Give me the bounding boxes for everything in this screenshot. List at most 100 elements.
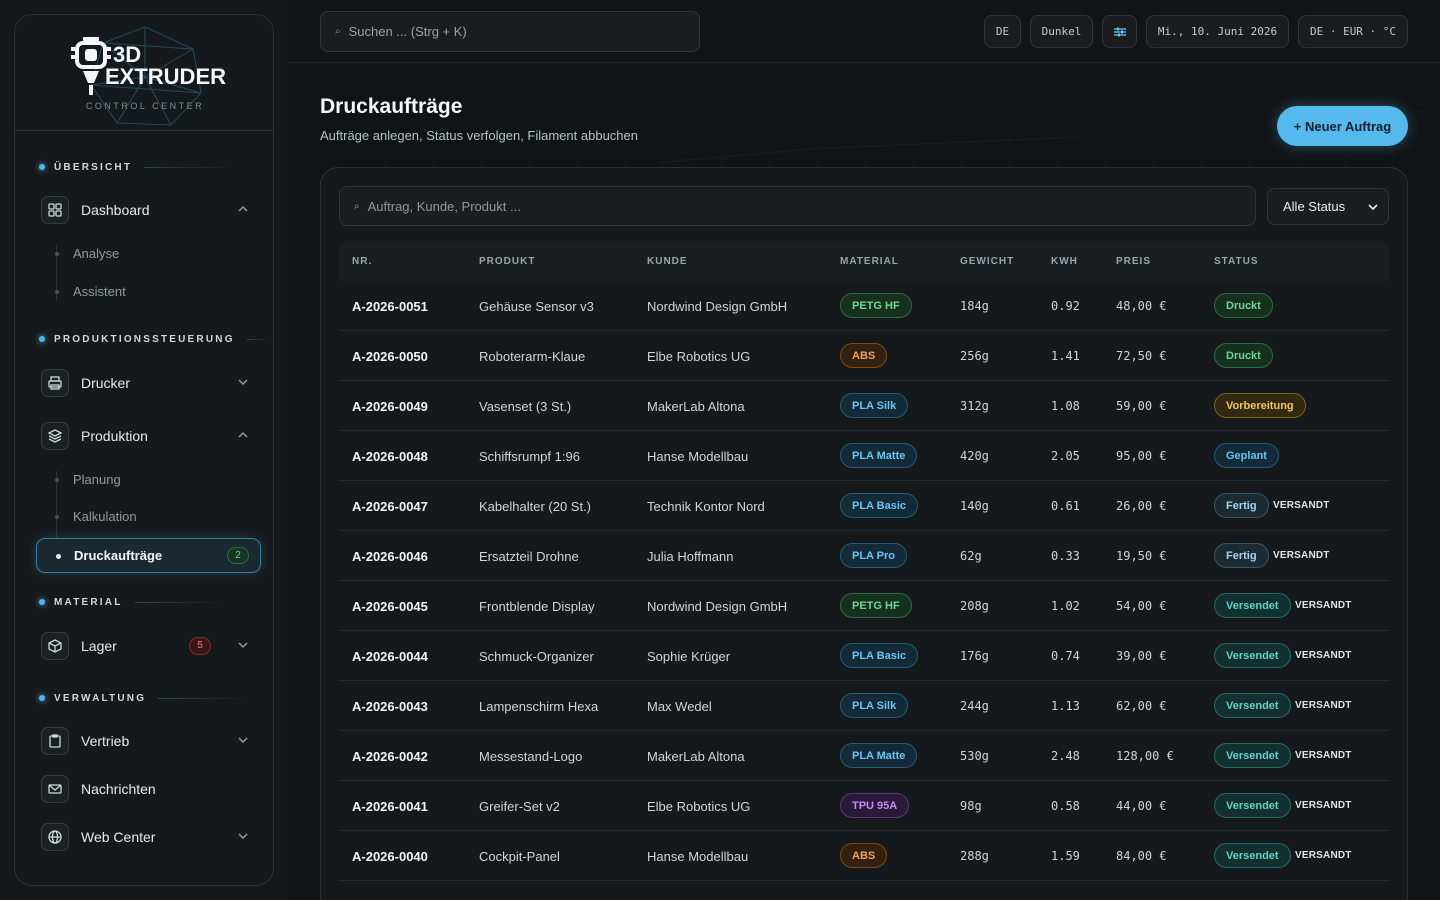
order-number[interactable]: A-2026-0044 bbox=[352, 649, 428, 664]
weight-value: 184g bbox=[960, 299, 989, 313]
material-badge: TPU 95A bbox=[840, 793, 910, 818]
status-badge[interactable]: Vorbereitung bbox=[1214, 393, 1306, 418]
sidebar-item-planung[interactable]: Planung bbox=[73, 472, 121, 487]
chevron-up-icon[interactable] bbox=[237, 429, 249, 441]
table-row[interactable]: A-2026-0044 Schmuck-Organizer Sophie Krüge… bbox=[339, 631, 1389, 681]
column-header-nr[interactable]: NR. bbox=[352, 256, 373, 267]
status-badge[interactable]: Druckt bbox=[1214, 343, 1273, 368]
order-number[interactable]: A-2026-0046 bbox=[352, 549, 428, 564]
status-badge[interactable]: Versendet bbox=[1214, 843, 1291, 868]
sidebar-item-lager[interactable]: Lager 5 bbox=[41, 630, 249, 662]
column-header-produkt[interactable]: PRODUKT bbox=[479, 256, 536, 267]
sidebar-item-nachrichten[interactable]: Nachrichten bbox=[41, 773, 249, 805]
status-badge[interactable]: Versendet bbox=[1214, 743, 1291, 768]
kwh-value: 2.05 bbox=[1051, 449, 1080, 463]
sidebar-item-vertrieb[interactable]: Vertrieb bbox=[41, 725, 249, 757]
new-order-button[interactable]: + Neuer Auftrag bbox=[1277, 106, 1408, 146]
table-row[interactable]: A-2026-0046 Ersatzteil Drohne Julia Hoffma… bbox=[339, 531, 1389, 581]
order-number[interactable]: A-2026-0040 bbox=[352, 849, 428, 864]
sidebar-item-druckauftraege[interactable]: Druckaufträge 2 bbox=[36, 538, 261, 573]
shipped-tag: VERSANDT bbox=[1295, 850, 1352, 861]
material-badge: PLA Silk bbox=[840, 393, 909, 418]
sidebar-item-kalkulation[interactable]: Kalkulation bbox=[73, 509, 137, 524]
section-dot-icon bbox=[39, 695, 45, 701]
status-filter-value: Alle Status bbox=[1283, 199, 1346, 214]
subnav-dot bbox=[55, 252, 59, 256]
status-badge[interactable]: Versendet bbox=[1214, 593, 1291, 618]
table-row[interactable]: A-2026-0047 Kabelhalter (20 St.) Technik K… bbox=[339, 481, 1389, 531]
status-filter-select[interactable]: Alle Status bbox=[1267, 188, 1389, 225]
sidebar-item-produktion[interactable]: Produktion bbox=[41, 420, 249, 452]
table-row[interactable]: A-2026-0041 Greifer-Set v2 Elbe Robotics U… bbox=[339, 781, 1389, 831]
date-display[interactable]: Mi., 10. Juni 2026 bbox=[1146, 15, 1289, 48]
column-header-gewicht[interactable]: GEWICHT bbox=[960, 256, 1015, 267]
sidebar-item-assistent[interactable]: Assistent bbox=[73, 284, 126, 299]
table-row[interactable]: A-2026-0049 Vasenset (3 St.) MakerLab Alto… bbox=[339, 381, 1389, 431]
order-number[interactable]: A-2026-0049 bbox=[352, 399, 428, 414]
customer-name: MakerLab Altona bbox=[647, 399, 745, 414]
section-divider bbox=[246, 338, 267, 340]
status-badge[interactable]: Versendet bbox=[1214, 693, 1291, 718]
logo-text-line1: 3D bbox=[113, 42, 142, 67]
table-row[interactable]: A-2026-0045 Frontblende Display Nordwind D… bbox=[339, 581, 1389, 631]
sidebar: 3D EXTRUDER CONTROL CENTER ÜBERSICHT Das… bbox=[0, 0, 288, 900]
status-badge[interactable]: Fertig bbox=[1214, 543, 1269, 568]
shipped-tag: VERSANDT bbox=[1295, 750, 1352, 761]
subnav-line bbox=[56, 245, 57, 301]
status-badge[interactable]: Fertig bbox=[1214, 493, 1269, 518]
price-value: 62,00 € bbox=[1116, 699, 1167, 713]
column-header-preis[interactable]: PREIS bbox=[1116, 256, 1152, 267]
sidebar-item-dashboard[interactable]: Dashboard bbox=[41, 194, 249, 226]
table-row[interactable]: A-2026-0050 Roboterarm-Klaue Elbe Robotics… bbox=[339, 331, 1389, 381]
weight-value: 420g bbox=[960, 449, 989, 463]
customer-name: Sophie Krüger bbox=[647, 649, 731, 664]
sidebar-item-analyse[interactable]: Analyse bbox=[73, 246, 120, 261]
locale-settings-button[interactable]: DE · EUR · °C bbox=[1298, 15, 1408, 48]
order-number[interactable]: A-2026-0042 bbox=[352, 749, 428, 764]
global-search-input[interactable]: ⌕ Suchen ... (Strg + K) bbox=[320, 11, 700, 52]
order-number[interactable]: A-2026-0047 bbox=[352, 499, 428, 514]
sidebar-item-web-center[interactable]: Web Center bbox=[41, 821, 249, 853]
product-name: Cockpit-Panel bbox=[479, 849, 560, 864]
sidebar-item-label: Dashboard bbox=[81, 202, 150, 218]
price-value: 84,00 € bbox=[1116, 849, 1167, 863]
section-label: MATERIAL bbox=[54, 596, 123, 608]
sidebar-item-drucker[interactable]: Drucker bbox=[41, 367, 249, 399]
order-number[interactable]: A-2026-0051 bbox=[352, 299, 428, 314]
column-header-kwh[interactable]: KWH bbox=[1051, 256, 1078, 267]
column-header-status[interactable]: STATUS bbox=[1214, 256, 1259, 267]
logo[interactable]: 3D EXTRUDER CONTROL CENTER bbox=[15, 15, 273, 131]
chevron-up-icon[interactable] bbox=[237, 203, 249, 215]
status-badge[interactable]: Druckt bbox=[1214, 293, 1273, 318]
chevron-down-icon[interactable] bbox=[237, 734, 249, 746]
status-badge[interactable]: Geplant bbox=[1214, 443, 1279, 468]
chevron-down-icon[interactable] bbox=[237, 639, 249, 651]
order-number[interactable]: A-2026-0050 bbox=[352, 349, 428, 364]
chevron-down-icon[interactable] bbox=[237, 830, 249, 842]
theme-button[interactable]: Dunkel bbox=[1030, 15, 1093, 48]
column-header-kunde[interactable]: KUNDE bbox=[647, 256, 688, 267]
order-number[interactable]: A-2026-0041 bbox=[352, 799, 428, 814]
kwh-value: 0.33 bbox=[1051, 549, 1080, 563]
weight-value: 244g bbox=[960, 699, 989, 713]
order-filter-input[interactable]: ⌕ Auftrag, Kunde, Produkt ... bbox=[339, 186, 1256, 226]
settings-sliders-button[interactable] bbox=[1102, 15, 1137, 48]
order-number[interactable]: A-2026-0043 bbox=[352, 699, 428, 714]
table-row[interactable]: A-2026-0051 Gehäuse Sensor v3 Nordwind Des… bbox=[339, 281, 1389, 331]
column-header-material[interactable]: MATERIAL bbox=[840, 256, 899, 267]
chevron-down-icon[interactable] bbox=[237, 376, 249, 388]
language-button[interactable]: DE bbox=[984, 15, 1021, 48]
status-badge[interactable]: Versendet bbox=[1214, 643, 1291, 668]
table-row[interactable]: A-2026-0043 Lampenschirm Hexa Max Wedel PLA… bbox=[339, 681, 1389, 731]
table-row[interactable]: A-2026-0042 Messestand-Logo MakerLab Alton… bbox=[339, 731, 1389, 781]
table-row[interactable]: A-2026-0040 Cockpit-Panel Hanse Modellbau A… bbox=[339, 831, 1389, 881]
material-badge: PLA Silk bbox=[840, 693, 909, 718]
order-number[interactable]: A-2026-0045 bbox=[352, 599, 428, 614]
material-badge: PETG HF bbox=[840, 293, 912, 318]
extruder-icon bbox=[71, 37, 111, 95]
shipped-tag: VERSANDT bbox=[1273, 550, 1330, 561]
status-badge[interactable]: Versendet bbox=[1214, 793, 1291, 818]
product-name: Schiffsrumpf 1:96 bbox=[479, 449, 580, 464]
order-number[interactable]: A-2026-0048 bbox=[352, 449, 428, 464]
table-row[interactable]: A-2026-0048 Schiffsrumpf 1:96 Hanse Modell… bbox=[339, 431, 1389, 481]
